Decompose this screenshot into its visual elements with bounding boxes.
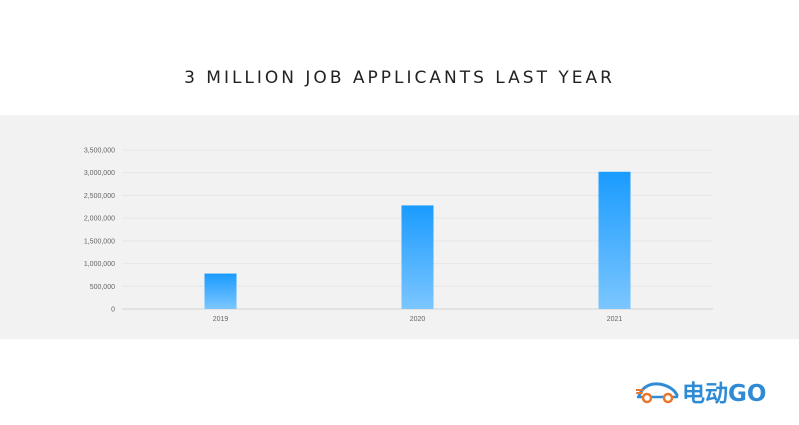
y-tick-label: 3,500,000 [84, 148, 115, 155]
x-tick-label: 2021 [607, 316, 623, 323]
bar-2021 [598, 171, 631, 309]
chart-background [0, 115, 799, 339]
x-tick-label: 2019 [213, 316, 229, 323]
brand-name: 电动GO [682, 381, 767, 407]
brand-logo: 电动GO [636, 376, 767, 407]
y-tick-label: 2,500,000 [84, 193, 115, 200]
y-tick-label: 1,000,000 [84, 261, 115, 268]
y-tick-label: 2,000,000 [84, 216, 115, 223]
car-icon [636, 382, 679, 404]
y-tick-label: 500,000 [90, 284, 115, 291]
x-axis: 2019 2020 2021 [213, 316, 623, 323]
y-tick-label: 1,500,000 [84, 238, 115, 245]
bar-2020 [401, 205, 434, 309]
y-axis: 0 500,000 1,000,000 1,500,000 2,000,000 2,500… [84, 148, 115, 314]
x-tick-label: 2020 [410, 316, 426, 323]
bar-2019 [204, 273, 237, 309]
chart-title: 3 MILLION JOB APPLICANTS LAST YEAR [184, 68, 615, 88]
bars [204, 171, 631, 309]
y-tick-label: 0 [111, 307, 115, 314]
bar-chart: 0 500,000 1,000,000 1,500,000 2,000,000 2,500… [84, 148, 713, 323]
y-tick-label: 3,000,000 [84, 170, 115, 177]
